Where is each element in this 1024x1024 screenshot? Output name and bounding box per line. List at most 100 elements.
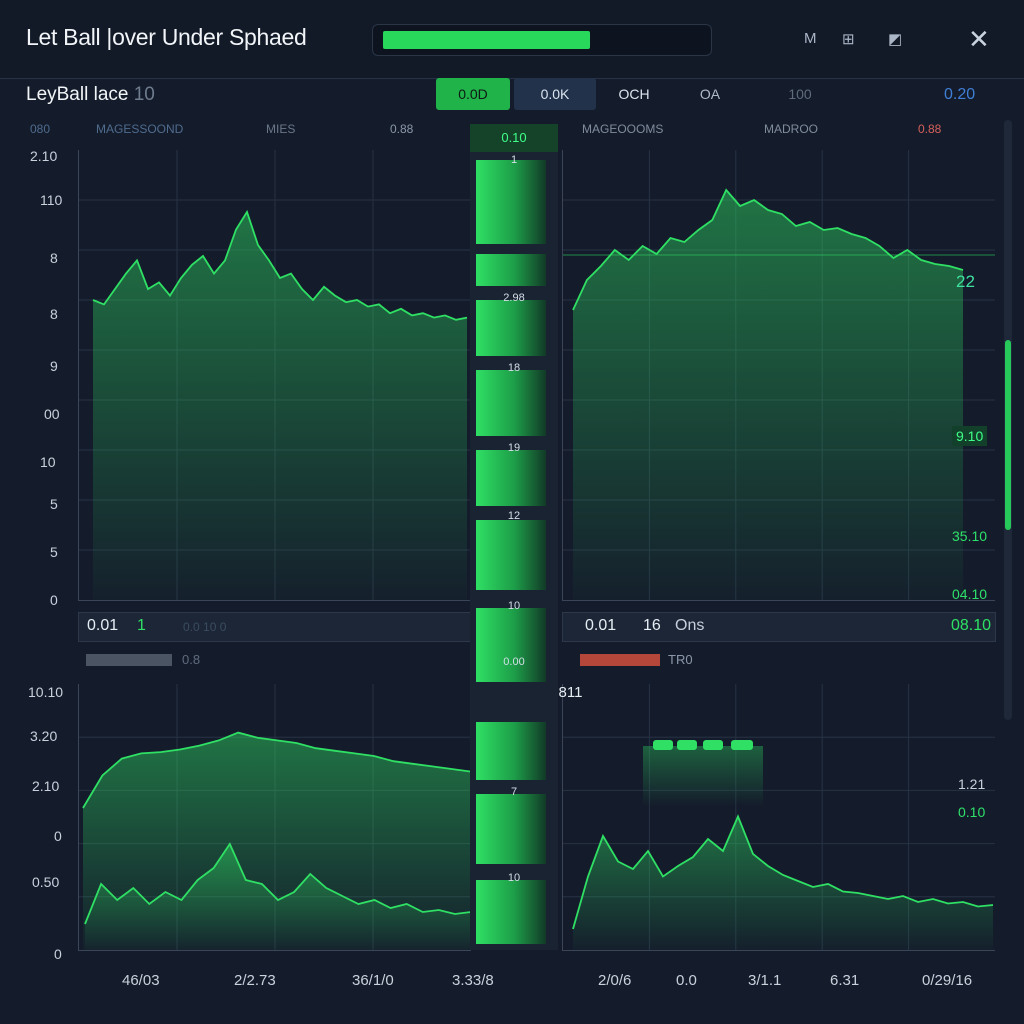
header-left-3: 0.88 [390, 122, 414, 136]
center-label-2: 18 [507, 362, 521, 374]
vertical-scrollbar[interactable] [1004, 120, 1012, 720]
x-tick-1: 2/2.73 [234, 972, 276, 989]
center-tile[interactable] [476, 450, 546, 506]
chart-top-right [562, 150, 995, 601]
x-tick-4: 2/0/6 [598, 972, 632, 989]
axis-tick-bl-1: 3.20 [30, 728, 58, 744]
chart-line [82, 731, 471, 809]
summary-right-label: 0.01 [585, 617, 617, 634]
highlight-pill [703, 740, 723, 750]
maximize-icon[interactable]: ◩ [888, 31, 903, 48]
chart-area-fill [573, 190, 963, 600]
scrollbar-thumb[interactable] [1005, 340, 1011, 530]
header-left-0: 080 [30, 122, 51, 136]
x-tick-8: 0/29/16 [922, 972, 973, 989]
center-header: 0.10 [470, 124, 558, 152]
tab-0[interactable]: 0.0D [436, 78, 510, 110]
chart-bottom-left [78, 684, 471, 951]
x-tick-2: 36/1/0 [352, 972, 394, 989]
axis-tick-tl-6: 10 [40, 454, 56, 470]
axis-tick-tl-3: 8 [50, 306, 58, 322]
highlight-glow [643, 746, 763, 806]
axis-tick-bl-0: 10.10 [28, 684, 64, 700]
legend-swatch-right [580, 654, 660, 666]
x-tick-0: 46/03 [122, 972, 160, 989]
axis-tick-tl-0: 2.10 [30, 148, 58, 164]
chart-area-fill [85, 844, 471, 950]
center-tile[interactable] [476, 254, 546, 286]
x-tick-3: 3.33/8 [452, 972, 494, 989]
axis-tick-bl-5: 0 [54, 946, 62, 962]
center-tile[interactable] [476, 520, 546, 590]
right-axis-value-2: 04.10 [952, 586, 988, 602]
toolbar-right-value: 0.20 [944, 86, 976, 103]
center-label-7: 7 [510, 786, 518, 798]
summary-bar-left: 0.01 1 0.0 10 0 [78, 612, 472, 642]
center-tile[interactable] [476, 300, 546, 356]
tab-2[interactable]: OCH [618, 86, 650, 102]
chart-line [572, 814, 994, 930]
bottom-right-label-1: 1.21 [958, 776, 986, 792]
subtitle-text: LeyBall lace [26, 84, 129, 105]
center-tile[interactable] [476, 880, 546, 944]
header-right-0: MAGEOOOMS [582, 122, 664, 136]
center-tile[interactable] [476, 160, 546, 244]
summary-left-value: 1 [137, 617, 146, 634]
legend-label-left: 0.8 [182, 652, 201, 667]
subtitle-suffix: 10 [133, 84, 155, 105]
progress-fill [383, 31, 590, 49]
tab-4[interactable]: 100 [788, 86, 812, 102]
axis-tick-bl-3: 0 [54, 828, 62, 844]
restore-icon[interactable]: ⊞ [842, 31, 855, 48]
axis-tick-bl-2: 2.10 [32, 778, 60, 794]
chart-line [572, 188, 964, 311]
x-tick-5: 0.0 [676, 972, 697, 989]
center-label-1: 2.98 [503, 292, 525, 304]
progress-bar [372, 24, 712, 56]
summary-left-tail: 0.0 10 0 [183, 620, 227, 634]
chart-area-fill [83, 732, 471, 950]
chart-top-right-svg [563, 150, 995, 600]
center-label-8: 10 [507, 872, 521, 884]
highlight-pill [653, 740, 673, 750]
center-label-5: 10 [507, 600, 521, 612]
chart-line [92, 209, 468, 321]
header-left-1: MAGESSOOND [96, 122, 184, 136]
center-tile[interactable] [476, 608, 546, 682]
center-label-4: 12 [507, 510, 521, 522]
chart-bottom-left-svg [79, 684, 471, 950]
legend-label-right: TR0 [668, 652, 693, 667]
summary-right-value: 16 [643, 617, 661, 634]
x-tick-6: 3/1.1 [748, 972, 782, 989]
center-tile[interactable] [476, 370, 546, 436]
window-title: Let Ball |over Under Sphaed [26, 24, 307, 50]
bottom-right-label-2: 0.10 [958, 804, 986, 820]
right-axis-value-1: 35.10 [952, 528, 988, 544]
center-column: 0.10 1 2.98 18 19 12 10 0.00 7 10 [470, 124, 558, 950]
center-tile[interactable] [476, 794, 546, 864]
center-label-3: 19 [507, 442, 521, 454]
header-left-2: MIES [266, 122, 296, 136]
minimize-icon[interactable]: M [804, 30, 817, 47]
right-value-box: 9.10 [952, 426, 988, 446]
axis-tick-bl-4: 0.50 [32, 874, 60, 890]
chart-area-fill [573, 816, 993, 950]
summary-right-suffix: Ons [675, 617, 705, 634]
summary-left-label: 0.01 [87, 617, 119, 634]
page-subtitle: LeyBall lace 10 [26, 84, 155, 106]
legend-swatch-left [86, 654, 172, 666]
summary-bar-right: 0.01 16 Ons 08.10 [562, 612, 996, 642]
axis-tick-tl-5: 00 [44, 406, 60, 422]
axis-tick-tl-8: 5 [50, 544, 58, 560]
header-right-2: 0.88 [918, 122, 942, 136]
highlight-pill [677, 740, 697, 750]
highlight-pill [731, 740, 753, 750]
center-label-6: 0.00 [503, 656, 525, 668]
tab-1[interactable]: 0.0K [514, 78, 596, 110]
right-marker-value: 22 [956, 272, 975, 291]
axis-tick-tl-7: 5 [50, 496, 58, 512]
center-tile[interactable] [476, 722, 546, 780]
tab-3[interactable]: OA [699, 86, 721, 102]
axis-tick-tl-1: 110 [40, 192, 63, 208]
close-icon[interactable]: ✕ [968, 24, 990, 54]
